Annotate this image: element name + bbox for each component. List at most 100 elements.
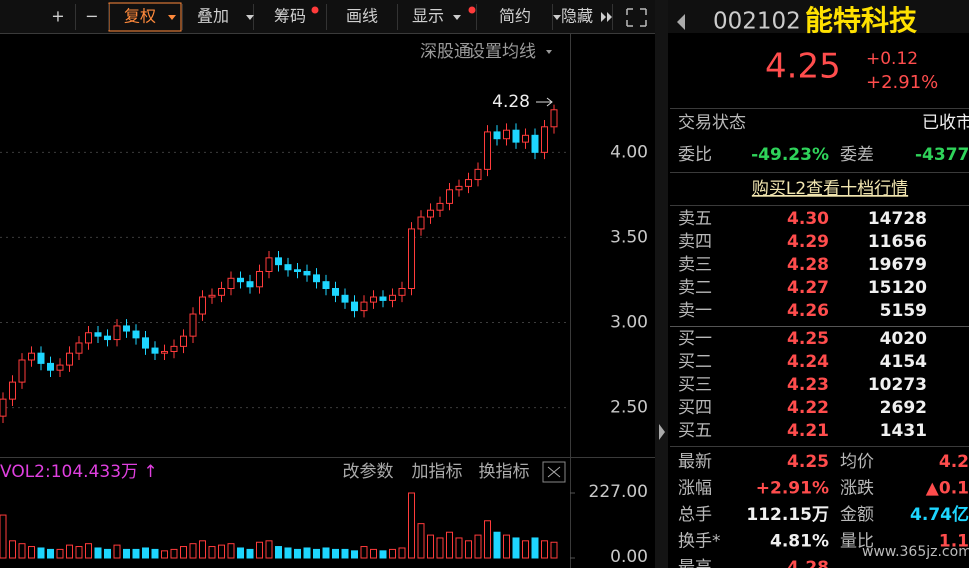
candle-body	[541, 126, 548, 153]
volume-bar	[189, 543, 197, 559]
link-ma[interactable]: 设置均线	[468, 42, 536, 62]
diff-value: -4377	[915, 145, 969, 165]
volume-bar	[151, 548, 159, 559]
candle-body	[531, 134, 539, 153]
volume-title: VOL2:104.433万 ↑	[0, 462, 158, 482]
candle-body	[132, 330, 140, 339]
volume-bar	[104, 548, 111, 559]
toolbar-button[interactable]: 隐藏	[561, 7, 593, 26]
candle-body	[227, 277, 235, 289]
candle-body	[37, 352, 45, 364]
indicator-button[interactable]: 换指标	[479, 462, 530, 482]
book-volume: 11656	[868, 232, 927, 252]
volume-bar	[180, 546, 187, 559]
ratio-value: -49.23%	[751, 145, 829, 165]
book-price: 4.26	[787, 301, 829, 321]
toolbar-button[interactable]: 筹码	[274, 7, 306, 26]
candle-body	[351, 301, 358, 312]
volume-bar	[398, 547, 406, 559]
book-label: 卖三	[678, 255, 712, 275]
close-icon[interactable]	[547, 466, 561, 478]
diff-label: 委差	[840, 145, 874, 165]
candle-body	[189, 313, 197, 337]
candle-body	[436, 202, 444, 211]
volume-bar	[218, 544, 225, 559]
volume-bar	[9, 540, 16, 559]
candle-body	[427, 209, 434, 218]
back-arrow[interactable]	[677, 14, 685, 30]
candle-body	[503, 129, 510, 140]
toolbar-button[interactable]: 显示	[412, 7, 444, 26]
badge-dot	[311, 6, 319, 14]
watermark: www.365jz.com	[862, 544, 969, 560]
annotation-arrow	[536, 97, 553, 107]
book-volume: 14728	[868, 209, 927, 229]
volume-bar	[28, 546, 35, 559]
volume-bar	[436, 537, 444, 559]
volume-bar	[256, 541, 263, 559]
y-tick-label: 4.00	[610, 142, 648, 162]
volume-bar	[341, 548, 349, 559]
stat-value: ▲0.1	[926, 479, 969, 499]
volume-bar	[360, 546, 368, 559]
candle-body	[379, 296, 387, 301]
candle-body	[474, 168, 482, 181]
volume-bar	[455, 537, 463, 559]
side-handle[interactable]	[655, 0, 668, 568]
stock-code: 002102	[713, 9, 801, 35]
book-price: 4.22	[787, 398, 829, 418]
collapse-arrow[interactable]	[659, 424, 665, 440]
book-price: 4.30	[787, 209, 829, 229]
book-label: 卖一	[678, 301, 712, 321]
volume-bar	[37, 547, 45, 559]
toolbar-button[interactable]: 画线	[346, 7, 378, 26]
link-sgt[interactable]: 深股通	[420, 42, 471, 62]
volume-bar	[313, 548, 320, 559]
candle-body	[341, 294, 349, 303]
stat-value: 4.25	[787, 452, 829, 472]
book-price: 4.27	[787, 278, 829, 298]
toolbar-button[interactable]: +	[51, 7, 64, 26]
candle-body	[265, 257, 273, 272]
volume-bar	[408, 492, 415, 559]
candle-body	[123, 325, 130, 332]
candle-body	[284, 264, 292, 271]
fullscreen-icon[interactable]	[626, 8, 647, 27]
volume-bar	[85, 543, 92, 559]
volume-bar	[208, 546, 216, 559]
double-caret	[601, 12, 612, 22]
toolbar-button[interactable]: 叠加	[197, 7, 229, 26]
book-volume: 2692	[880, 398, 927, 418]
toolbar-button[interactable]: 简约	[499, 7, 531, 26]
candle-body	[28, 352, 35, 361]
volume-bar	[161, 550, 168, 559]
volume-bar	[427, 534, 434, 559]
candle-body	[104, 335, 111, 341]
stat-value: 4.81%	[770, 532, 829, 552]
indicator-button[interactable]: 改参数	[343, 462, 394, 482]
volume-bar	[56, 548, 64, 559]
volume-bar	[493, 531, 501, 559]
price-change: +0.12	[866, 49, 918, 69]
candle-body	[85, 332, 92, 344]
volume-bar	[142, 547, 149, 559]
toolbar-button[interactable]: −	[85, 7, 98, 26]
stat-label: 涨幅	[678, 479, 712, 499]
stat-label: 换手*	[678, 532, 721, 552]
volume-bar	[75, 546, 83, 559]
volume-bar	[47, 548, 54, 559]
toolbar-button[interactable]: 复权	[124, 7, 156, 26]
candle-body	[18, 359, 26, 383]
close-box[interactable]	[542, 461, 566, 483]
book-price: 4.25	[787, 329, 829, 349]
l2-link[interactable]: 购买L2查看十档行情	[752, 179, 908, 199]
volume-bar	[237, 547, 244, 559]
dropdown-caret	[553, 15, 561, 20]
book-price: 4.28	[787, 255, 829, 275]
candle-body	[303, 270, 311, 276]
volume-bar	[294, 548, 301, 559]
book-volume: 4020	[880, 329, 927, 349]
stat-value: 112.15万	[746, 505, 829, 525]
indicator-button[interactable]: 加指标	[412, 462, 463, 482]
book-volume: 1431	[880, 421, 927, 441]
